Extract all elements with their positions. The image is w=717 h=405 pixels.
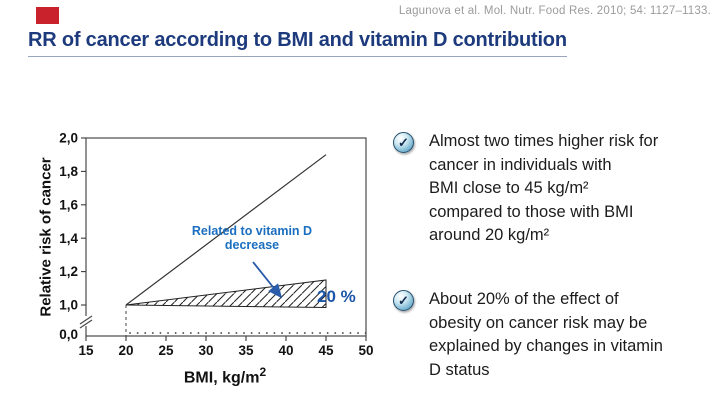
x-axis-label-superscript: 2 <box>259 365 267 379</box>
y-tick-label: 1,6 <box>59 197 78 212</box>
y-zero-label: 0,0 <box>59 327 78 342</box>
y-tick-label: 1,8 <box>59 164 78 179</box>
red-accent-square <box>36 7 59 24</box>
x-tick-label: 45 <box>318 343 334 358</box>
bullet-text-2: About 20% of the effect of obesity on ca… <box>429 290 663 379</box>
percent-annotation: 20 % <box>317 287 356 306</box>
x-tick-label: 50 <box>358 343 373 358</box>
check-sphere-icon: ✓ <box>393 132 414 153</box>
y-tick-label: 1,4 <box>59 231 78 246</box>
x-tick-label: 35 <box>238 343 254 358</box>
x-tick-label: 20 <box>118 343 133 358</box>
annotation-arrow <box>252 261 283 299</box>
bmi-risk-line <box>125 154 327 306</box>
bullet-text-1: Almost two times higher risk for cancer … <box>429 132 659 244</box>
plot-frame <box>85 137 367 337</box>
y-tick-label: 1,0 <box>59 298 78 313</box>
x-tick-label: 30 <box>198 343 213 358</box>
axis-break-mark <box>79 315 93 325</box>
y-tick-label: 1,2 <box>59 264 78 279</box>
slide-title: RR of cancer according to BMI and vitami… <box>28 29 567 57</box>
y-tick-label: 2,0 <box>59 131 78 146</box>
x-axis-label: BMI, kg/m2 <box>140 365 310 387</box>
citation-text: Lagunova et al. Mol. Nutr. Food Res. 201… <box>398 5 711 17</box>
x-tick-label: 25 <box>158 343 174 358</box>
vitamin-d-annotation: Related to vitamin D decrease <box>191 224 313 252</box>
x-tick-label: 15 <box>78 343 94 358</box>
bullet-item-2: ✓ About 20% of the effect of obesity on … <box>393 288 703 382</box>
y-axis-label: Relative risk of cancer <box>37 157 55 317</box>
axis-break-gap <box>83 316 89 326</box>
bullet-item-1: ✓ Almost two times higher risk for cance… <box>393 130 703 248</box>
chart-plot-area: 2,0 1,8 1,6 1,4 1,2 1,0 0,015 20 25 30 35 40 45 50 <box>59 131 373 358</box>
axis-break-mark <box>79 319 93 329</box>
check-sphere-icon: ✓ <box>393 290 414 311</box>
x-axis-label-text: BMI, kg/m <box>183 369 260 387</box>
vitamin-d-hatched-area <box>125 279 327 309</box>
bmi-cancer-chart: 2,0 1,8 1,6 1,4 1,2 1,0 0,0 15 20 25 30 35 40 45 50 Re… <box>30 115 400 403</box>
x-tick-label: 40 <box>278 343 293 358</box>
